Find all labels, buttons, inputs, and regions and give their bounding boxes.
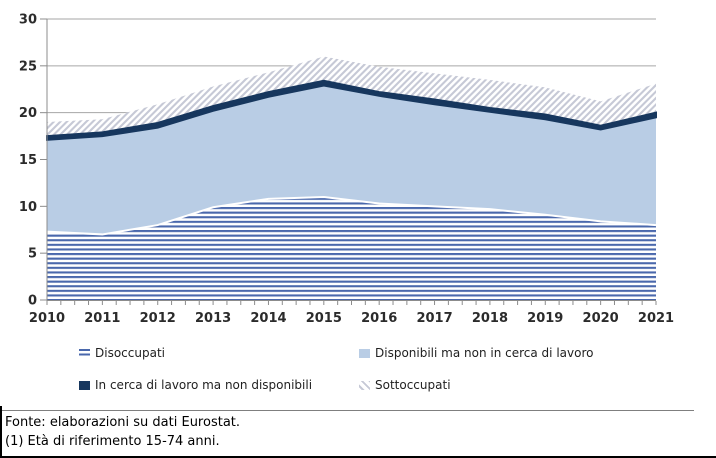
y-tick-label: 25 [19,59,37,74]
area-disponibili [47,85,656,235]
x-tick-label: 2011 [84,311,120,326]
y-tick-label: 10 [19,200,37,215]
y-tick-label: 15 [19,153,37,168]
legend-label-disponibili: Disponibili ma non in cerca di lavoro [375,346,594,360]
y-tick-label: 0 [28,294,37,309]
legend-item-sottoccupati: Sottoccupati [359,378,451,392]
legend-label-sottoccupati: Sottoccupati [375,378,451,392]
legend-label-disoccupati: Disoccupati [95,346,165,360]
x-axis-ticks [46,301,657,305]
area-disoccupati [47,196,656,300]
x-tick-label: 2014 [250,311,286,326]
x-tick-label: 2016 [361,311,397,326]
legend-item-disponibili: Disponibili ma non in cerca di lavoro [359,346,593,360]
legend-label-in-cerca: In cerca di lavoro ma non disponibili [95,378,313,392]
y-axis-ticks: 0 5 10 15 20 25 30 [19,13,47,309]
x-tick-label: 2015 [306,311,342,326]
y-tick-label: 20 [19,106,37,121]
x-tick-label: 2010 [29,311,65,326]
legend-swatch-sottoccupati [359,380,370,390]
x-tick-label: 2018 [472,311,508,326]
x-axis-labels: 2010 2011 2012 2013 2014 2015 2016 2017 2018 2019… [29,311,674,326]
stacked-area-chart: 0 5 10 15 20 25 30 2010 2011 2012 2013 2014 2015 2016… [19,13,674,327]
legend-swatch-disoccupati [79,348,90,358]
legend-swatch-disponibili [359,348,370,358]
x-tick-label: 2021 [638,311,674,326]
reference-note: (1) Età di riferimento 15-74 anni. [5,434,220,449]
page-bottom-border [0,456,716,458]
axes [46,19,656,305]
y-tick-label: 30 [19,13,37,28]
area-sottoccupati [47,56,656,137]
page-left-border [0,406,2,458]
legend-swatch-in-cerca [79,380,90,390]
x-tick-label: 2019 [527,311,563,326]
x-tick-label: 2012 [140,311,176,326]
legend-item-in-cerca: In cerca di lavoro ma non disponibili [79,378,312,392]
source-note: Fonte: elaborazioni su dati Eurostat. [5,415,241,430]
disoccupati-top-gap-line [46,195,657,236]
y-tick-label: 5 [28,247,37,262]
x-tick-label: 2017 [416,311,452,326]
legend-item-disoccupati: Disoccupati [79,346,165,360]
area-in-cerca [46,79,657,141]
x-tick-label: 2020 [583,311,619,326]
x-tick-label: 2013 [195,311,231,326]
footer-divider [0,410,694,411]
